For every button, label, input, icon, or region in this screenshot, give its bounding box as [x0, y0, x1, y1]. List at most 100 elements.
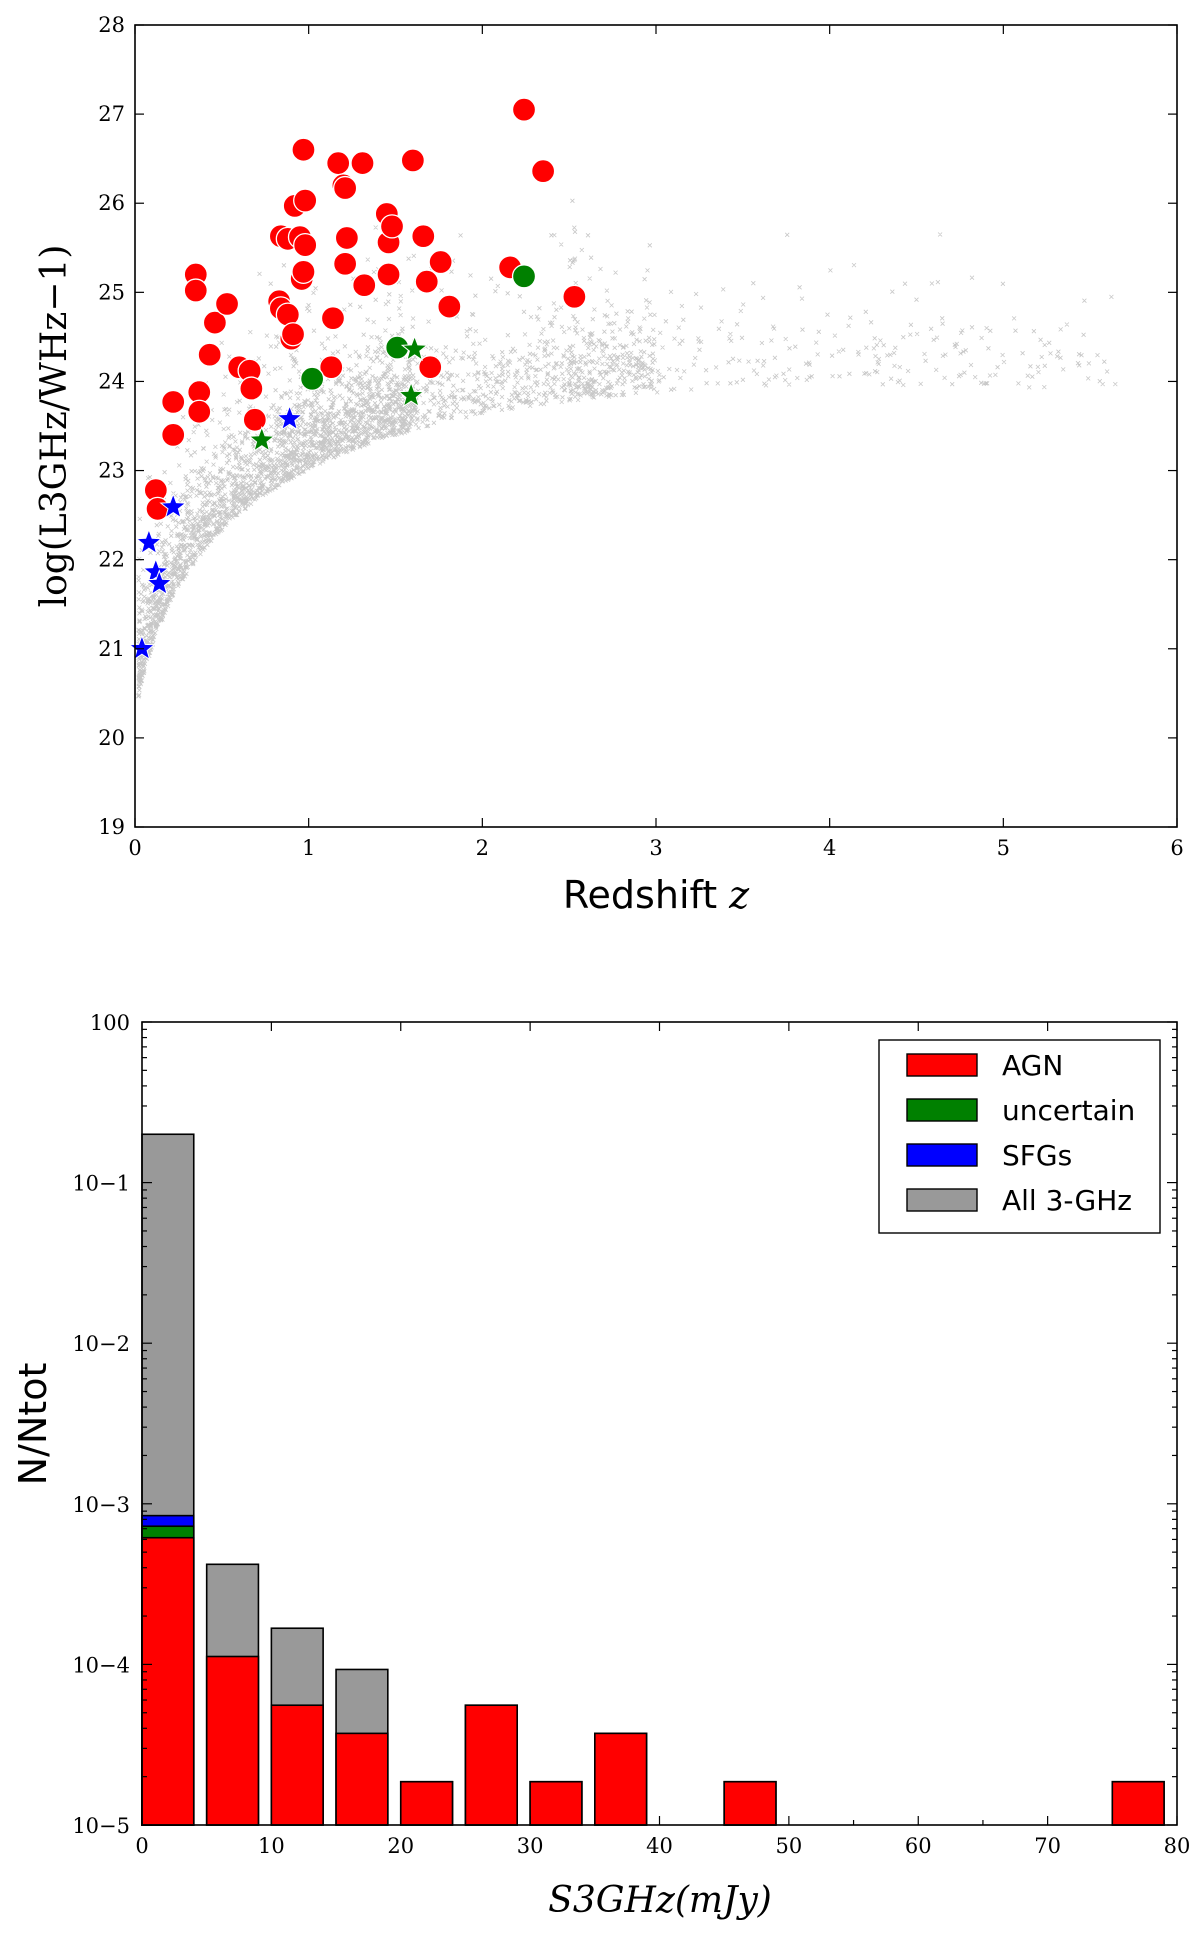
scatter-y-tick-label: 27 [98, 102, 125, 126]
legend-entry-agn: AGN [906, 1049, 1063, 1082]
agn-circle-point [411, 224, 436, 249]
scatter-x-tick-label: 4 [823, 836, 836, 860]
legend-entry-sfgs: SFGs [906, 1139, 1072, 1172]
agn-circle-point [214, 291, 240, 317]
agn-circle-point [291, 137, 316, 162]
histogram-panel: 0 10 20 30 40 50 60 70 80 10−5 10−4 10−3 10−2 10−1 100… [11, 1011, 1190, 1921]
histogram-y-axis-title: N/Ntot [11, 1363, 55, 1486]
agn-circle-point [239, 376, 264, 401]
histogram-x-axis-title: S3GHz(mJy) [548, 1880, 772, 1921]
legend-label-all: All 3-GHz [1002, 1184, 1132, 1217]
agn-bar [335, 1732, 389, 1826]
histogram-y-tick-label: 10−3 [72, 1493, 130, 1517]
agn-circle-point [202, 310, 228, 335]
agn-circle-point [332, 251, 358, 276]
histogram-y-tick-label: 10−1 [72, 1172, 130, 1196]
scatter-x-label-var: z [728, 873, 750, 917]
histogram-x-tick-label: 20 [387, 1834, 414, 1858]
agn-circle-point [242, 407, 267, 432]
agn-circle-point [183, 278, 208, 303]
histogram-y-tick-label: 10−5 [72, 1814, 130, 1838]
legend-swatch-agn [906, 1053, 978, 1077]
background-point-cloud [136, 198, 1118, 699]
uncertain-star-point [400, 334, 429, 362]
agn-bar [270, 1704, 324, 1826]
scatter-y-tick-label: 25 [98, 280, 125, 304]
agn-circle-point [379, 214, 405, 239]
histogram-y-tick-label: 100 [90, 1011, 130, 1035]
sfg-star-point [159, 492, 187, 519]
scatter-x-tick-label: 0 [128, 836, 141, 860]
agn-circle-point [161, 422, 186, 448]
scatter-x-label: Redshift [563, 873, 717, 917]
histogram-y-tick-label: 10−4 [72, 1653, 130, 1677]
agn-circle-point [400, 148, 426, 173]
histogram-x-tick-label: 80 [1164, 1834, 1191, 1858]
agn-bar [464, 1704, 518, 1826]
agn-bar [1111, 1780, 1165, 1826]
legend-label-agn: AGN [1002, 1049, 1063, 1082]
agn-circle-point [352, 273, 377, 298]
sfg-star-point [135, 528, 163, 555]
sfg-star-point [145, 569, 174, 596]
agn-circle-point [291, 259, 316, 284]
agn-circle-point [332, 175, 358, 201]
sfg-star-point [128, 634, 156, 661]
scatter-y-tick-label: 21 [98, 637, 125, 661]
legend-label-sfgs: SFGs [1002, 1139, 1072, 1172]
agn-circle-point [428, 249, 453, 275]
scatter-y-tick-label: 26 [98, 191, 125, 215]
agn-circle-point [511, 97, 537, 122]
scatter-x-tick-label: 2 [476, 836, 489, 860]
sfg-star-point [275, 404, 304, 431]
histogram-y-tick-label: 10−2 [72, 1332, 130, 1356]
scatter-marks [128, 97, 587, 661]
scatter-y-tick-label: 22 [98, 548, 125, 572]
legend-swatch-uncertain [906, 1098, 978, 1122]
agn-circle-point [334, 225, 360, 251]
scatter-y-tick-label: 20 [98, 726, 125, 750]
legend-entry-uncertain: uncertain [906, 1094, 1135, 1127]
histogram-ticks: 0 10 20 30 40 50 60 70 80 10−5 10−4 10−3 10−2 10−1 100 [72, 1011, 1190, 1858]
agn-bar [141, 1536, 195, 1826]
scatter-y-tick-label: 19 [98, 815, 125, 839]
scatter-x-tick-label: 3 [649, 836, 662, 860]
agn-circle-point [418, 355, 443, 380]
agn-bar [594, 1732, 648, 1826]
uncertain-star-point [248, 425, 276, 452]
agn-bar [205, 1655, 260, 1826]
scatter-x-tick-label: 1 [302, 836, 315, 860]
background-points [136, 198, 1118, 699]
legend-label-uncertain: uncertain [1002, 1094, 1135, 1127]
agn-circle-point [161, 389, 186, 415]
agn-circle-point [293, 232, 318, 258]
uncertain-circle-point [511, 264, 537, 289]
agn-circle-point [530, 158, 556, 184]
agn-circle-point [437, 294, 462, 319]
histogram-x-tick-label: 50 [776, 1834, 803, 1858]
agn-bar [399, 1780, 454, 1826]
agn-circle-point [319, 355, 344, 380]
agn-circle-point [320, 306, 346, 331]
histogram-x-tick-label: 0 [135, 1834, 148, 1858]
agn-bar [529, 1780, 583, 1826]
scatter-y-tick-label: 28 [98, 13, 125, 37]
agn-circle-point [187, 399, 212, 424]
scatter-y-axis-title: log(L3GHz/WHz−1) [34, 245, 75, 608]
agn-circle-point [197, 342, 222, 367]
agn-circle-point [414, 269, 439, 294]
agn-circle-point [293, 188, 318, 213]
histogram-x-tick-label: 60 [905, 1834, 932, 1858]
scatter-x-tick-label: 5 [997, 836, 1010, 860]
histogram-bars [141, 1133, 1165, 1826]
legend-swatch-all [906, 1188, 978, 1212]
legend-swatch-sfgs [906, 1143, 978, 1167]
agn-circle-point [376, 262, 401, 287]
uncertain-star-point [397, 381, 425, 408]
agn-circle-point [562, 284, 587, 309]
scatter-y-tick-label: 23 [98, 459, 125, 483]
histogram-x-tick-label: 30 [517, 1834, 544, 1858]
